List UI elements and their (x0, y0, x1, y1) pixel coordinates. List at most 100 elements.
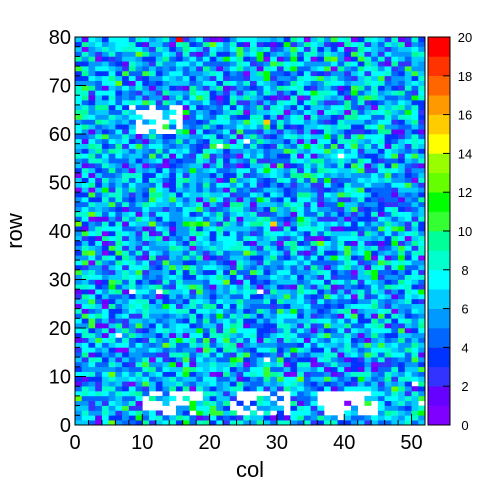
heatmap-cell (398, 221, 406, 227)
heatmap-cell (216, 395, 224, 402)
heatmap-cell (135, 342, 143, 348)
heatmap-cell (330, 158, 338, 164)
heatmap-cell (303, 269, 311, 275)
heatmap-cell (108, 298, 116, 305)
heatmap-cell (398, 100, 406, 106)
heatmap-cell (290, 332, 298, 338)
heatmap-cell (344, 381, 352, 387)
heatmap-cell (236, 289, 244, 295)
heatmap-cell (162, 352, 170, 358)
heatmap-cell (175, 405, 183, 411)
heatmap-cell (101, 313, 109, 319)
heatmap-cell (115, 361, 123, 368)
heatmap-cell (337, 129, 345, 135)
heatmap-cell (223, 100, 231, 106)
heatmap-cell (310, 216, 318, 222)
heatmap-cell (337, 56, 345, 62)
heatmap-cell (303, 138, 311, 144)
heatmap-cell (357, 269, 365, 275)
heatmap-cell (324, 192, 332, 198)
heatmap-cell (196, 167, 204, 174)
heatmap-cell (236, 231, 244, 237)
heatmap-cell (81, 148, 89, 154)
heatmap-cell (209, 415, 217, 421)
heatmap-cell (344, 240, 352, 246)
heatmap-cell (189, 187, 197, 193)
heatmap-cell (149, 337, 157, 343)
heatmap-cell (404, 352, 412, 358)
heatmap-cell (418, 201, 426, 208)
heatmap-cell (364, 323, 372, 329)
heatmap-cell (290, 260, 298, 266)
heatmap-cell (81, 124, 89, 130)
heatmap-cell (377, 352, 385, 358)
heatmap-cell (317, 124, 325, 130)
heatmap-cell (196, 201, 204, 208)
heatmap-cell (283, 313, 291, 319)
heatmap-cell (101, 46, 109, 52)
heatmap-cell (344, 153, 352, 159)
heatmap-cell (310, 284, 318, 290)
heatmap-cell (310, 41, 318, 47)
heatmap-cell (297, 386, 305, 392)
heatmap-cell (337, 148, 345, 154)
heatmap-cell (196, 177, 204, 183)
heatmap-cell (189, 182, 197, 188)
heatmap-cell (357, 415, 365, 421)
heatmap-cell (135, 371, 143, 377)
heatmap-cell (189, 332, 197, 338)
heatmap-cell (276, 347, 284, 353)
heatmap-cell (398, 114, 406, 120)
heatmap-cell (404, 308, 412, 314)
heatmap-cell (202, 289, 210, 295)
heatmap-cell (270, 405, 278, 411)
heatmap-cell (229, 187, 237, 193)
heatmap-cell (95, 192, 103, 198)
heatmap-cell (101, 245, 109, 251)
x-tick-label: 0 (69, 432, 80, 454)
heatmap-cell (95, 114, 103, 120)
heatmap-cell (371, 279, 379, 285)
heatmap-cell (75, 313, 83, 319)
heatmap-cell (81, 114, 89, 120)
heatmap-cell (384, 410, 392, 416)
heatmap-cell (81, 405, 89, 411)
heatmap-cell (256, 405, 264, 411)
heatmap-cell (75, 80, 83, 86)
heatmap-cell (377, 405, 385, 411)
heatmap-cell (88, 158, 96, 164)
heatmap-cell (324, 381, 332, 387)
heatmap-cell (350, 187, 358, 193)
heatmap-cell (101, 347, 109, 353)
heatmap-cell (243, 95, 251, 101)
heatmap-cell (418, 347, 426, 353)
heatmap-cell (243, 303, 251, 309)
heatmap-cell (256, 357, 264, 363)
heatmap-cell (108, 366, 116, 372)
heatmap-cell (384, 109, 392, 115)
heatmap-cell (81, 158, 89, 164)
heatmap-cell (229, 235, 237, 241)
heatmap-cell (196, 289, 204, 295)
heatmap-cell (357, 303, 365, 309)
heatmap-cell (209, 313, 217, 319)
heatmap-cell (250, 376, 258, 382)
heatmap-cell (398, 187, 406, 193)
heatmap-cell (411, 51, 419, 57)
heatmap-cell (276, 134, 284, 140)
heatmap-cell (377, 264, 385, 271)
heatmap-cell (108, 395, 116, 402)
heatmap-cell (196, 405, 204, 411)
heatmap-cell (149, 167, 157, 174)
heatmap-cell (270, 240, 278, 246)
heatmap-cell (418, 289, 426, 295)
heatmap-cell (371, 361, 379, 368)
heatmap-cell (202, 260, 210, 266)
heatmap-cell (75, 41, 83, 47)
heatmap-cell (337, 269, 345, 275)
heatmap-cell (290, 41, 298, 47)
heatmap-cell (182, 211, 190, 217)
heatmap-cell (290, 226, 298, 232)
heatmap-cell (371, 323, 379, 329)
heatmap-cell (303, 332, 311, 338)
